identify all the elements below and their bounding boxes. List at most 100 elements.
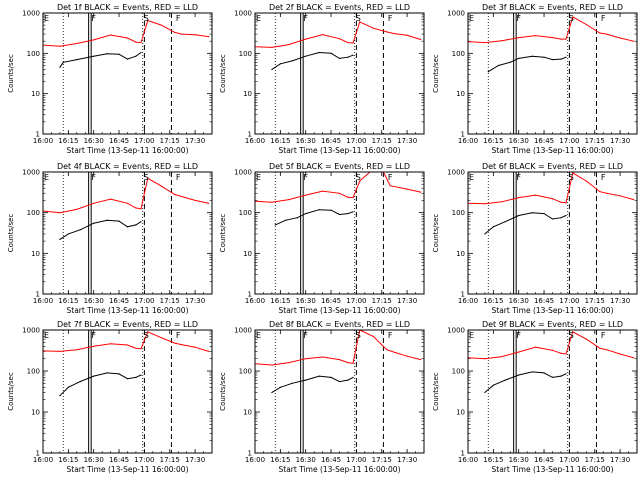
x-axis-label: Start Time (13-Sep-11 16:00:00) <box>492 146 614 155</box>
x-tick-label: 17:30 <box>610 137 630 145</box>
data-point-events <box>347 56 349 58</box>
chart-title: Det 9f BLACK = Events, RED = LLD <box>482 320 623 329</box>
y-tick-label: 10 <box>456 409 465 417</box>
x-tick-label: 17:15 <box>372 456 392 464</box>
y-tick-label: 1000 <box>447 327 465 335</box>
time-marker-label: E <box>469 331 474 340</box>
data-point-lld <box>484 358 486 360</box>
data-point-events <box>352 211 354 213</box>
x-tick-label: 16:15 <box>270 137 290 145</box>
data-point-lld <box>352 42 354 44</box>
x-tick-label: 17:15 <box>160 137 180 145</box>
time-marker-label: F <box>516 331 521 340</box>
panel-data <box>255 330 422 453</box>
data-point-events <box>492 226 494 228</box>
data-point-events <box>135 55 137 57</box>
data-point-lld <box>619 353 621 355</box>
data-point-lld <box>518 37 520 39</box>
data-point-lld <box>208 350 210 353</box>
data-point-lld <box>585 338 587 340</box>
x-tick-label: 16:30 <box>84 137 104 145</box>
chart-title: Det 3f BLACK = Events, RED = LLD <box>482 3 623 12</box>
data-point-events <box>106 53 108 55</box>
x-axis-label: Start Time (13-Sep-11 16:00:00) <box>279 146 401 155</box>
data-point-lld <box>194 34 196 36</box>
time-marker-label: S <box>144 331 149 340</box>
data-point-events <box>118 220 120 222</box>
time-marker-label: S <box>569 331 574 340</box>
data-point-events <box>106 219 108 221</box>
data-point-lld <box>565 38 567 40</box>
data-point-lld <box>208 35 210 38</box>
data-point-lld <box>160 337 162 339</box>
chart-panel-4: Det 4f BLACK = Events, RED = LLD Start Ti… <box>7 162 213 315</box>
data-point-events <box>551 218 554 220</box>
data-point-lld <box>605 192 608 194</box>
plot-frame <box>467 329 638 454</box>
data-point-lld <box>208 202 210 204</box>
x-axis-label: Start Time (13-Sep-11 16:00:00) <box>279 306 401 315</box>
data-point-events <box>352 376 354 378</box>
time-marker-label: F <box>91 14 96 23</box>
series-line-events <box>271 375 354 393</box>
x-tick-label: 16:30 <box>84 456 104 464</box>
data-point-lld <box>180 33 183 35</box>
data-point-lld <box>147 19 149 22</box>
data-point-lld <box>288 43 290 46</box>
chart-title: Det 6f BLACK = Events, RED = LLD <box>482 162 623 171</box>
plot-frame <box>254 12 425 135</box>
data-point-lld <box>518 351 520 353</box>
data-point-lld <box>338 38 341 40</box>
x-tick-label: 17:30 <box>610 297 630 305</box>
series-line-lld <box>255 21 421 48</box>
data-point-events <box>291 60 293 62</box>
series-line-events <box>484 371 567 393</box>
y-axis-label: Counts/sec <box>219 372 227 411</box>
x-tick-label: 16:30 <box>509 137 529 145</box>
plot-frame <box>467 12 638 135</box>
x-axis-label: Start Time (13-Sep-11 16:00:00) <box>492 306 614 315</box>
x-tick-label: 17:00 <box>134 137 154 145</box>
data-point-events <box>531 371 533 373</box>
data-point-lld <box>560 201 562 203</box>
data-point-events <box>492 384 494 386</box>
time-marker-label: F <box>176 14 181 23</box>
panel-data <box>468 172 635 294</box>
data-point-events <box>484 391 486 394</box>
data-point-lld <box>140 348 142 350</box>
x-tick-label: 17:30 <box>610 456 630 464</box>
chart-panel-9: Det 9f BLACK = Events, RED = LLD Start Ti… <box>432 320 638 474</box>
data-point-lld <box>126 37 129 39</box>
data-point-lld <box>372 27 374 29</box>
data-point-events <box>504 379 506 381</box>
y-tick-label: 10 <box>31 409 40 417</box>
x-tick-label: 17:15 <box>372 137 392 145</box>
data-point-events <box>531 212 533 214</box>
x-tick-label: 16:00 <box>245 297 265 305</box>
chart-panel-8: Det 8f BLACK = Events, RED = LLD Start Ti… <box>219 320 425 474</box>
plot-frame <box>467 171 638 295</box>
x-tick-label: 16:30 <box>296 297 316 305</box>
data-point-events <box>551 58 554 61</box>
x-tick-label: 17:15 <box>372 297 392 305</box>
time-marker-label: F <box>388 14 393 23</box>
data-point-lld <box>565 202 567 204</box>
data-point-lld <box>484 203 486 205</box>
data-point-events <box>560 58 562 60</box>
data-point-lld <box>126 344 129 346</box>
x-tick-label: 16:45 <box>109 137 129 145</box>
data-point-lld <box>110 34 112 36</box>
x-axis-label: Start Time (13-Sep-11 16:00:00) <box>67 306 189 315</box>
y-tick-label: 10 <box>31 90 40 98</box>
data-point-events <box>67 233 69 235</box>
y-axis-label: Counts/sec <box>432 372 440 411</box>
panel-data <box>43 172 210 294</box>
data-point-events <box>305 379 307 381</box>
y-tick-label: 1 <box>36 131 40 139</box>
x-tick-label: 16:30 <box>509 297 529 305</box>
data-point-lld <box>93 39 95 41</box>
data-point-lld <box>347 41 349 44</box>
y-axis-label: Counts/sec <box>432 54 440 93</box>
data-point-events <box>347 379 349 381</box>
data-point-lld <box>347 196 349 198</box>
